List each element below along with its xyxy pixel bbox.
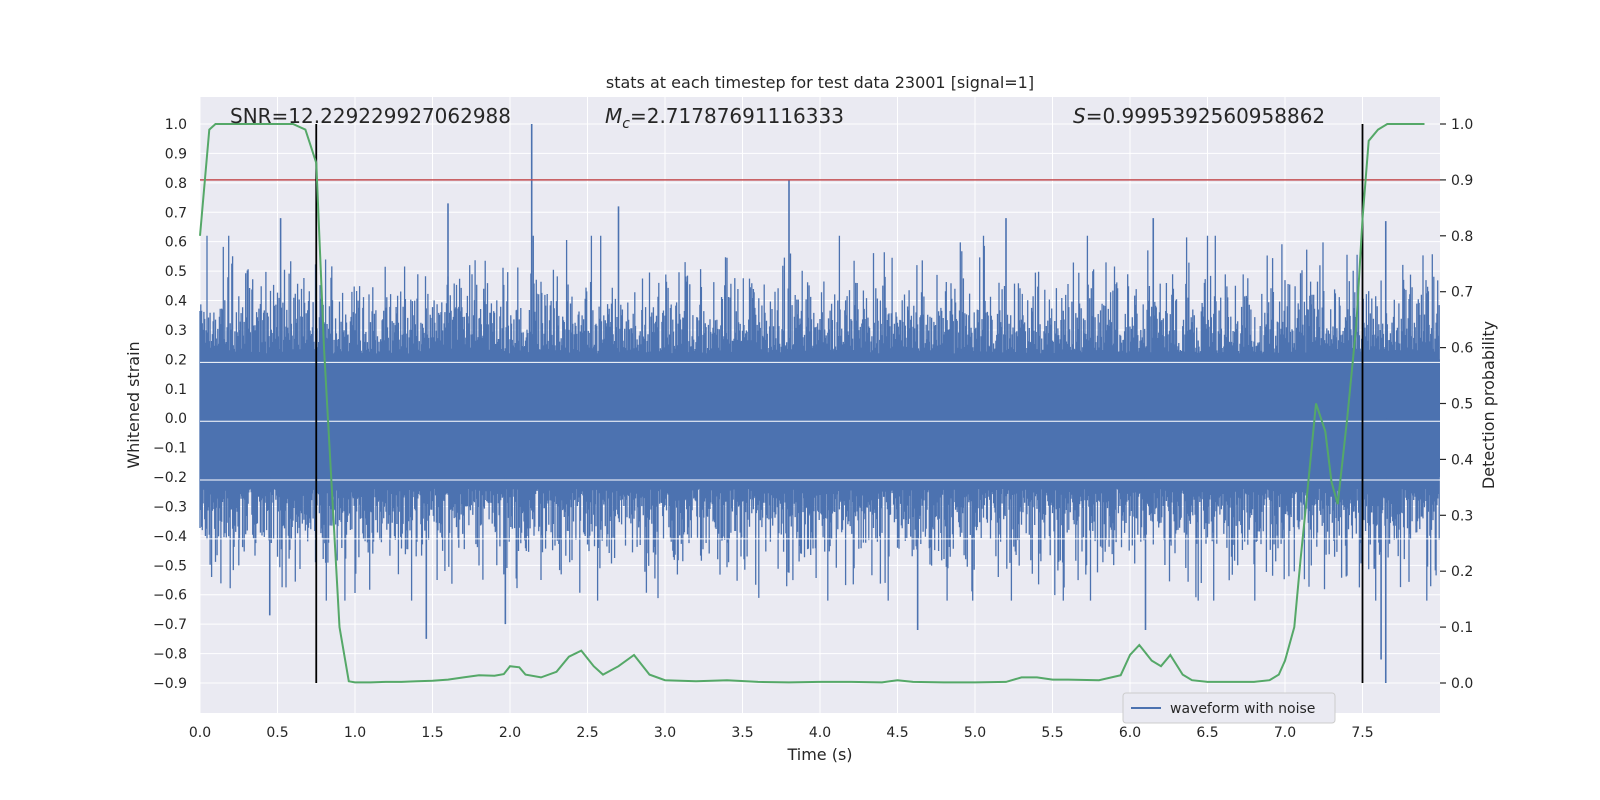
x-tick-label: 5.5 bbox=[1041, 725, 1063, 741]
chirp-mass-annotation: Mc=2.71787691116333 bbox=[605, 104, 844, 132]
y-tick-label: −0.1 bbox=[153, 441, 187, 457]
y-tick-label: 0.7 bbox=[165, 205, 187, 221]
chirp-mass-subscript: c bbox=[622, 116, 630, 132]
y-tick-label: 0.6 bbox=[165, 235, 187, 251]
y-tick-label: −0.9 bbox=[153, 676, 187, 692]
y2-tick-label: 0.2 bbox=[1451, 564, 1473, 580]
y-tick-label: −0.5 bbox=[153, 558, 187, 574]
x-tick-label: 6.0 bbox=[1119, 725, 1141, 741]
x-tick-label: 1.5 bbox=[421, 725, 443, 741]
x-tick-label: 4.5 bbox=[886, 725, 908, 741]
x-tick-label: 3.5 bbox=[731, 725, 753, 741]
y-tick-label: −0.7 bbox=[153, 617, 187, 633]
chirp-mass-symbol: M bbox=[605, 104, 622, 128]
y-tick-label: 0.0 bbox=[165, 411, 187, 427]
y2-tick-label: 0.5 bbox=[1451, 397, 1473, 413]
y-tick-label: 0.5 bbox=[165, 264, 187, 280]
x-tick-label: 3.0 bbox=[654, 725, 676, 741]
y2-tick-label: 0.1 bbox=[1451, 620, 1473, 636]
y2-axis-ticks: 1.0 0.9 0.8 0.7 0.6 0.5 0.4 0.3 0.2 0.1 0.0 bbox=[1440, 117, 1473, 692]
probability-series bbox=[199, 123, 1425, 684]
y2-axis-label: Detection probability bbox=[1479, 321, 1498, 489]
legend-box bbox=[1122, 692, 1336, 724]
y-tick-label: −0.8 bbox=[153, 647, 187, 663]
x-tick-label: 7.0 bbox=[1274, 725, 1296, 741]
probability-line bbox=[199, 123, 1425, 684]
score-symbol: S bbox=[1073, 104, 1086, 128]
x-tick-label: 1.0 bbox=[344, 725, 366, 741]
y-axis-label: Whitened strain bbox=[124, 341, 143, 468]
x-tick-label: 0.0 bbox=[189, 725, 211, 741]
y-tick-label: −0.6 bbox=[153, 588, 187, 604]
y-tick-label: 0.3 bbox=[165, 323, 187, 339]
waveform-series bbox=[199, 124, 1440, 683]
x-tick-label: 2.0 bbox=[499, 725, 521, 741]
chart-title: stats at each timestep for test data 230… bbox=[606, 73, 1034, 92]
x-tick-label: 5.0 bbox=[964, 725, 986, 741]
x-axis-label: Time (s) bbox=[786, 745, 852, 764]
y-axis-ticks: 1.0 0.9 0.8 0.7 0.6 0.5 0.4 0.3 0.2 0.1 0.0 −0.1 −0.… bbox=[153, 117, 187, 692]
score-annotation: S=0.9995392560958862 bbox=[1073, 104, 1325, 128]
legend: waveform with noise bbox=[1122, 692, 1336, 724]
y-tick-label: −0.4 bbox=[153, 529, 187, 545]
y-tick-label: 0.4 bbox=[165, 294, 187, 310]
y2-tick-label: 0.7 bbox=[1451, 285, 1473, 301]
x-tick-label: 7.5 bbox=[1351, 725, 1373, 741]
y-tick-label: 0.1 bbox=[165, 382, 187, 398]
x-tick-label: 2.5 bbox=[576, 725, 598, 741]
x-axis-ticks: 0.0 0.5 1.0 1.5 2.0 2.5 3.0 3.5 4.0 4.5 5.0 5.5 6.0 6… bbox=[189, 725, 1374, 741]
y-tick-label: 0.8 bbox=[165, 176, 187, 192]
y-tick-label: −0.3 bbox=[153, 499, 187, 515]
snr-annotation: SNR=12.229229927062988 bbox=[230, 104, 511, 128]
y-tick-label: 1.0 bbox=[165, 117, 187, 133]
y2-tick-label: 0.8 bbox=[1451, 229, 1473, 245]
chirp-mass-value: =2.71787691116333 bbox=[630, 104, 844, 128]
x-tick-label: 4.0 bbox=[809, 725, 831, 741]
y-tick-label: 0.2 bbox=[165, 352, 187, 368]
y2-tick-label: 0.4 bbox=[1451, 452, 1473, 468]
x-tick-label: 0.5 bbox=[266, 725, 288, 741]
y-tick-label: −0.2 bbox=[153, 470, 187, 486]
y2-tick-label: 0.3 bbox=[1451, 508, 1473, 524]
legend-label: waveform with noise bbox=[1170, 701, 1315, 717]
y2-tick-label: 0.9 bbox=[1451, 173, 1473, 189]
score-value: =0.9995392560958862 bbox=[1086, 104, 1325, 128]
y2-tick-label: 0.6 bbox=[1451, 341, 1473, 357]
waveform-core bbox=[200, 359, 1440, 478]
y-tick-label: 0.9 bbox=[165, 146, 187, 162]
y2-tick-label: 1.0 bbox=[1451, 117, 1473, 133]
y2-tick-label: 0.0 bbox=[1451, 676, 1473, 692]
x-tick-label: 6.5 bbox=[1196, 725, 1218, 741]
